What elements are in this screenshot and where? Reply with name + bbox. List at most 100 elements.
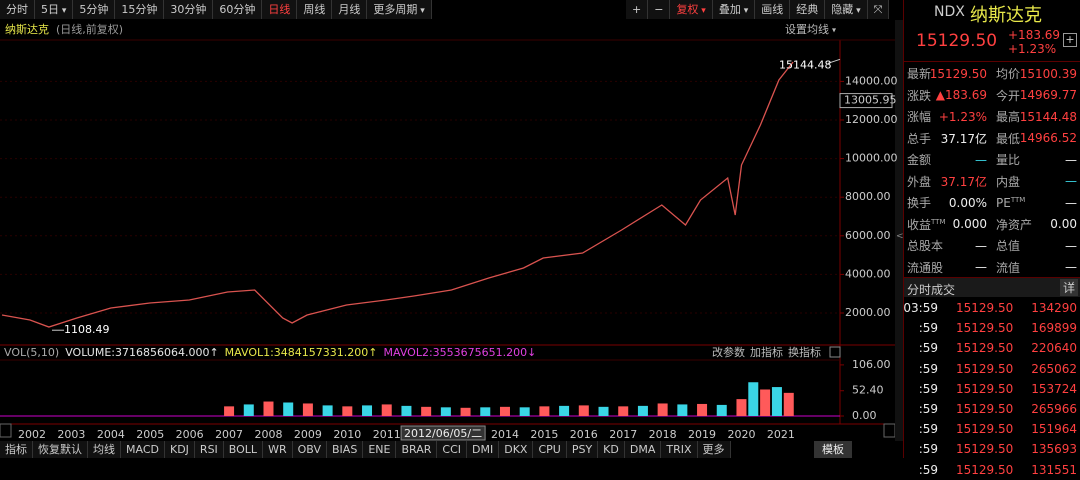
indicator-tab[interactable]: DMA (624, 441, 662, 458)
volume-bar (783, 392, 794, 416)
quote-label: 外盘 (907, 174, 932, 189)
splitter-arrow[interactable]: < (896, 232, 903, 242)
trades-title: 分时成交 (907, 283, 956, 297)
quote-value: 0.00 (1050, 217, 1077, 231)
toolbar-button[interactable]: 分时 (0, 0, 35, 19)
indicator-tab[interactable]: 恢复默认 (33, 441, 88, 458)
indicator-tab[interactable]: ENE (363, 441, 397, 458)
ma-arrow[interactable]: ▾ (832, 26, 836, 35)
quote-value: — (1065, 174, 1077, 188)
volume-bar (618, 406, 629, 416)
toolbar-button[interactable]: 隐藏 (825, 0, 868, 19)
quote-value: — (975, 260, 987, 274)
trade-time: :59 (918, 341, 938, 356)
quote-label: 涨幅 (907, 110, 932, 124)
volume-bar (771, 387, 782, 416)
trade-volume: 131551 (1031, 462, 1077, 477)
volume-button: 加指标 (750, 345, 783, 359)
trade-time: :59 (918, 442, 938, 457)
indicator-tab[interactable]: 均线 (88, 441, 121, 458)
indicator-tab[interactable]: MACD (121, 441, 165, 458)
trade-price: 15129.50 (956, 381, 1014, 396)
indicator-tab[interactable]: CPU (533, 441, 567, 458)
volume-bar (697, 403, 708, 416)
volume-bar (401, 405, 412, 416)
toolbar-button[interactable]: + (626, 0, 649, 19)
chart-subtitle: (日线,前复权) (56, 22, 123, 36)
indicator-tab[interactable]: PSY (566, 441, 599, 458)
y-tick-label: 4000.00 (845, 267, 891, 280)
toolbar-button[interactable]: 30分钟 (164, 0, 214, 19)
quote-row: 外盘 37.17亿 内盘 — (904, 171, 1080, 192)
indicator-tab[interactable]: 指标 (0, 441, 33, 458)
toolbar-button[interactable]: 叠加 (712, 0, 756, 19)
quote-value: 0.00% (948, 195, 987, 210)
quote-row: 涨幅 +1.23% 最高 15144.48 (904, 106, 1080, 127)
indicator-tab[interactable]: OBV (292, 441, 328, 458)
volume-bar (760, 389, 771, 416)
template-tab[interactable]: 模板 (814, 441, 852, 458)
toolbar-button[interactable]: 5日 (35, 0, 74, 19)
x-tick-label: 2021 (767, 428, 795, 441)
quote-label: 总股本 (907, 239, 944, 253)
toolbar-button[interactable]: 月线 (332, 0, 368, 19)
trades-detail[interactable]: 详 (1059, 279, 1078, 296)
indicator-tab[interactable]: KD (598, 441, 625, 458)
indicator-tab[interactable]: 更多 (697, 441, 731, 458)
volume-bar (598, 406, 609, 416)
quote-row: 总股本 — 总值 — (904, 235, 1080, 256)
toolbar-button[interactable]: 画线 (755, 0, 791, 19)
volume-bar (243, 404, 254, 416)
indicator-tab[interactable]: BOLL (223, 441, 264, 458)
volume-header: VOLUME:3716856064.000↑ (65, 346, 218, 359)
indicator-tab[interactable]: WR (263, 441, 293, 458)
indicator-tab[interactable]: BRAR (396, 441, 438, 458)
indicator-tab[interactable]: DKX (499, 441, 534, 458)
quote-value: 14969.77 (1019, 88, 1077, 102)
volume-header: MAVOL2:3553675651.200↓ (384, 346, 537, 359)
cursor-price-box (839, 93, 893, 109)
quote-label: 涨跌 (907, 88, 932, 103)
quote-pct: +1.23% (1008, 42, 1057, 56)
trade-time: :59 (918, 462, 938, 477)
toolbar-button[interactable]: 周线 (297, 0, 333, 19)
indicator-tab[interactable]: RSI (194, 441, 224, 458)
x-tick-label: 2009 (294, 428, 322, 441)
trade-volume: 265062 (1031, 361, 1077, 376)
indicator-tab[interactable]: BIAS (327, 441, 364, 458)
indicator-tabs: 指标 恢复默认 均线 MACD KDJ RSI BOLL WR OBV BIAS ENE BRAR CC… (0, 441, 731, 458)
indicator-tab[interactable]: DMI (467, 441, 500, 458)
ma-button[interactable]: 设置均线 (785, 22, 829, 36)
indicator-tab[interactable]: TRIX (661, 441, 698, 458)
cursor-date-box (400, 425, 486, 441)
volume-tick-label: 106.00 (852, 358, 891, 371)
toolbar-button[interactable]: 更多周期 (367, 0, 432, 19)
toolbar-button[interactable]: ⤧ (867, 0, 890, 19)
quote-label: 换手 (907, 196, 932, 210)
trade-price: 15129.50 (956, 321, 1014, 336)
chart-bg (0, 20, 895, 441)
volume-bar (677, 404, 688, 416)
volume-close[interactable] (829, 346, 841, 358)
trade-row: :59 15129.50 151964 (904, 419, 1080, 439)
toolbar-button[interactable]: 15分钟 (115, 0, 165, 19)
indicator-tab[interactable]: KDJ (164, 441, 195, 458)
quote-value: 15129.50 (929, 66, 987, 81)
trade-row: :59 15129.50 169899 (904, 318, 1080, 338)
quote-label: 流值 (996, 260, 1021, 275)
volume-bar (224, 406, 235, 416)
toolbar-button[interactable]: 60分钟 (213, 0, 263, 19)
quote-label: 总值 (996, 239, 1021, 253)
toolbar-button[interactable]: 日线 (262, 0, 298, 19)
quote-row: 涨跌 ▲183.69 今开 14969.77 (904, 85, 1080, 106)
y-tick-label: 8000.00 (845, 190, 891, 203)
add-button[interactable]: + (1063, 33, 1077, 47)
x-tick-label: 2016 (570, 428, 598, 441)
quote-value: 14966.52 (1019, 131, 1077, 145)
scroll-left[interactable] (0, 423, 12, 438)
toolbar-button[interactable]: 复权 (670, 0, 713, 19)
indicator-tab[interactable]: CCI (437, 441, 467, 458)
toolbar-button[interactable]: 5分钟 (73, 0, 116, 19)
splitter[interactable] (895, 20, 903, 441)
quote-value: — (975, 152, 987, 167)
